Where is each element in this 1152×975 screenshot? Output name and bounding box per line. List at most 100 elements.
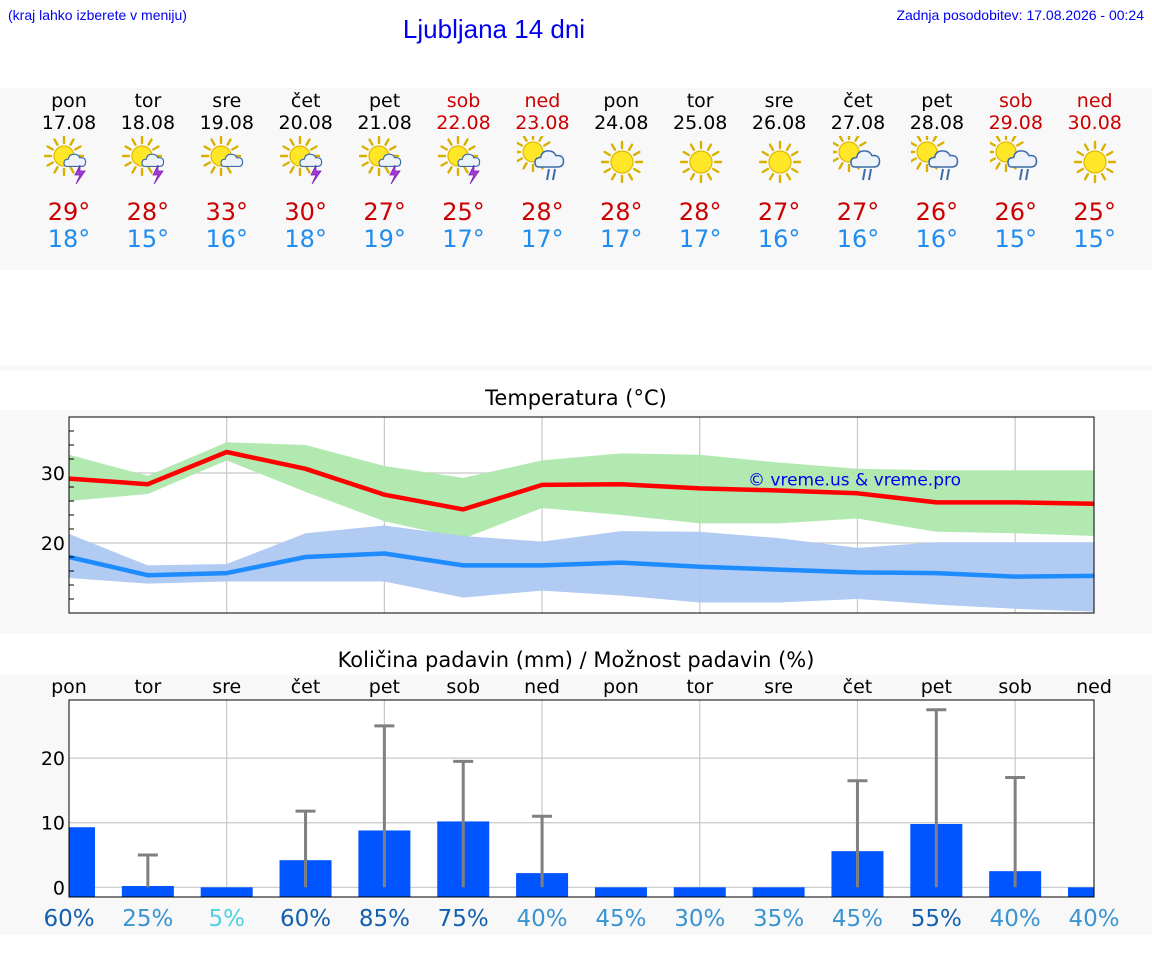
sun-cloud-rain-icon (516, 136, 565, 181)
max-temperature: 25° (1073, 198, 1116, 226)
min-temperature: 16° (205, 225, 249, 253)
sun-ray (522, 162, 528, 170)
rain-drop (867, 168, 872, 181)
day-name: čet (290, 90, 321, 112)
sun-ray (837, 136, 844, 142)
sun-ray (1106, 150, 1114, 157)
sun-ray (368, 138, 374, 146)
rain-drop (551, 168, 556, 181)
sun-ray (768, 143, 774, 152)
sun-ray (440, 161, 448, 167)
sun-ray (995, 136, 1001, 142)
location-hint: (kraj lahko izberete v meniju) (8, 7, 187, 23)
sun-disc (610, 150, 634, 174)
cloud-shape (457, 153, 481, 167)
sun-ray (932, 136, 938, 142)
day-label: sob (446, 676, 480, 698)
cloud-shape (849, 150, 880, 168)
max-temperature: 25° (442, 198, 485, 226)
min-temperature: 17° (442, 225, 485, 253)
precipitation-chance-label: 40% (990, 906, 1041, 932)
sun-ray (858, 141, 867, 147)
precipitation-chance-label: 55% (911, 906, 962, 932)
day-label: tor (134, 676, 161, 698)
day-name: ned (524, 90, 561, 112)
sun-ray (368, 166, 374, 174)
sun-ray (538, 136, 544, 142)
day-label: pet (369, 676, 400, 698)
sun-cloud-thunderstorm-icon (43, 136, 86, 185)
day-name: sob (999, 90, 1033, 112)
min-temperature: 16° (757, 225, 801, 253)
sun-ray (1100, 172, 1107, 181)
sun-ray (305, 138, 311, 146)
day-label: sob (998, 676, 1032, 698)
cloud-outline (220, 153, 244, 167)
sun-ray (52, 166, 59, 174)
sun-shape (1073, 140, 1117, 184)
temperature-chart-svg: 20 30 © vreme.us & vreme.pro (41, 416, 1095, 614)
max-temperature: 27° (757, 198, 801, 226)
day-label: čet (843, 676, 873, 698)
precipitation-chance-label: 30% (674, 906, 725, 932)
min-temperature: 16° (836, 225, 880, 253)
sun-ray (837, 162, 844, 170)
precipitation-chart-title: Količina padavin (mm) / Možnost padavin … (337, 648, 815, 672)
sun-disc (689, 150, 713, 174)
sun-ray (282, 161, 291, 167)
sun-ray (203, 161, 212, 167)
sun-ray (147, 138, 154, 146)
y-tick-label: 20 (41, 533, 65, 555)
precipitation-chance-label: 25% (122, 906, 173, 932)
sun-cloud-thunderstorm-icon (438, 136, 481, 185)
cloud-shape (928, 150, 959, 168)
min-temperature: 15° (994, 225, 1038, 253)
temperature-chart-title: Temperatura (°C) (485, 386, 667, 410)
cloud-shape (62, 153, 86, 167)
min-temperature: 16° (915, 225, 959, 253)
sun-ray (131, 166, 138, 174)
min-temperature-line (68, 551, 1095, 579)
sun-ray (785, 143, 791, 152)
sun-cloud-rain-icon (832, 136, 880, 181)
sun-ray (463, 138, 469, 146)
day-name: ned (1076, 90, 1113, 112)
day-name: čet (843, 90, 873, 112)
precipitation-chance-label: 60% (43, 906, 94, 932)
sun-cloud-thunderstorm-icon (122, 136, 165, 185)
day-label: ned (524, 676, 560, 698)
max-temperature: 28° (521, 198, 564, 226)
sun-ray (468, 145, 476, 151)
cloud-shape (534, 150, 565, 168)
precipitation-chance-label: 40% (1068, 906, 1119, 932)
day-date: 25.08 (672, 112, 728, 134)
max-temperature: 33° (205, 198, 249, 226)
rain-drop (1025, 168, 1030, 181)
sun-ray (52, 138, 59, 146)
day-label: sre (764, 676, 793, 698)
sun-ray (632, 167, 641, 174)
day-label: čet (291, 676, 321, 698)
sun-ray (1083, 172, 1090, 181)
cloud-shape (141, 153, 165, 167)
precipitation-chance-label: 5% (208, 906, 245, 932)
cloud-shape (299, 153, 323, 167)
sun-ray (516, 157, 523, 163)
day-label: pon (603, 676, 639, 698)
watermark-credit: © vreme.us & vreme.pro (748, 470, 961, 490)
sun-cloud-rain-icon (990, 136, 1038, 181)
sun-icon (758, 140, 801, 184)
temperature-chart: 20 30 © vreme.us & vreme.pro (0, 410, 1152, 634)
day-label: ned (1076, 676, 1112, 698)
sun-ray (384, 166, 390, 174)
rain-drop (940, 168, 945, 181)
sun-ray (73, 145, 82, 151)
sun-ray (1076, 150, 1085, 157)
sun-ray (226, 166, 232, 174)
sun-disc (1083, 150, 1107, 174)
sun-ray (305, 166, 311, 174)
precipitation-bar (69, 827, 95, 897)
max-temperature: 28° (678, 198, 722, 226)
sun-ray (706, 172, 712, 181)
sun-cloud-rain-icon (911, 136, 959, 181)
